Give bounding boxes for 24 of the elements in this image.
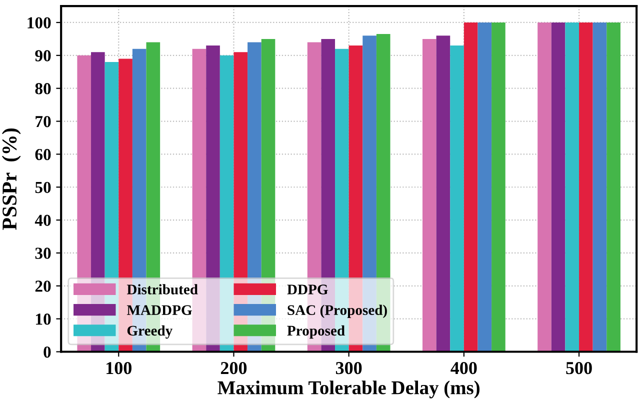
legend-label: Distributed: [126, 284, 198, 294]
y-tick-label: 30: [35, 248, 51, 259]
legend-label: Greedy: [127, 325, 172, 339]
y-tick-label: 80: [35, 83, 51, 94]
x-tick-label: 500: [566, 362, 592, 374]
x-tick-label: 400: [450, 362, 477, 374]
x-tick-label: 100: [106, 362, 132, 374]
y-axis-title: PSSPr (%): [2, 128, 21, 230]
legend-label: SAC (Proposed): [288, 304, 387, 318]
y-tick-label: 10: [36, 314, 51, 325]
y-tick-label: 60: [35, 148, 51, 160]
legend-label: MADDPG: [126, 305, 192, 316]
y-tick-label: 0: [44, 346, 51, 358]
x-tick-label: 300: [336, 362, 362, 374]
y-tick-label: 70: [36, 116, 51, 128]
y-tick-label: 20: [35, 280, 51, 292]
legend-label: Proposed: [287, 325, 345, 339]
y-tick-label: 100: [28, 17, 51, 28]
y-tick-label: 90: [35, 50, 51, 62]
legend-label: DDPG: [287, 284, 328, 294]
y-tick-label: 40: [34, 214, 51, 226]
y-tick-label: 50: [35, 182, 51, 194]
x-axis-title: Maximum Tolerable Delay (ms): [218, 380, 480, 398]
x-tick-label: 200: [220, 362, 247, 374]
